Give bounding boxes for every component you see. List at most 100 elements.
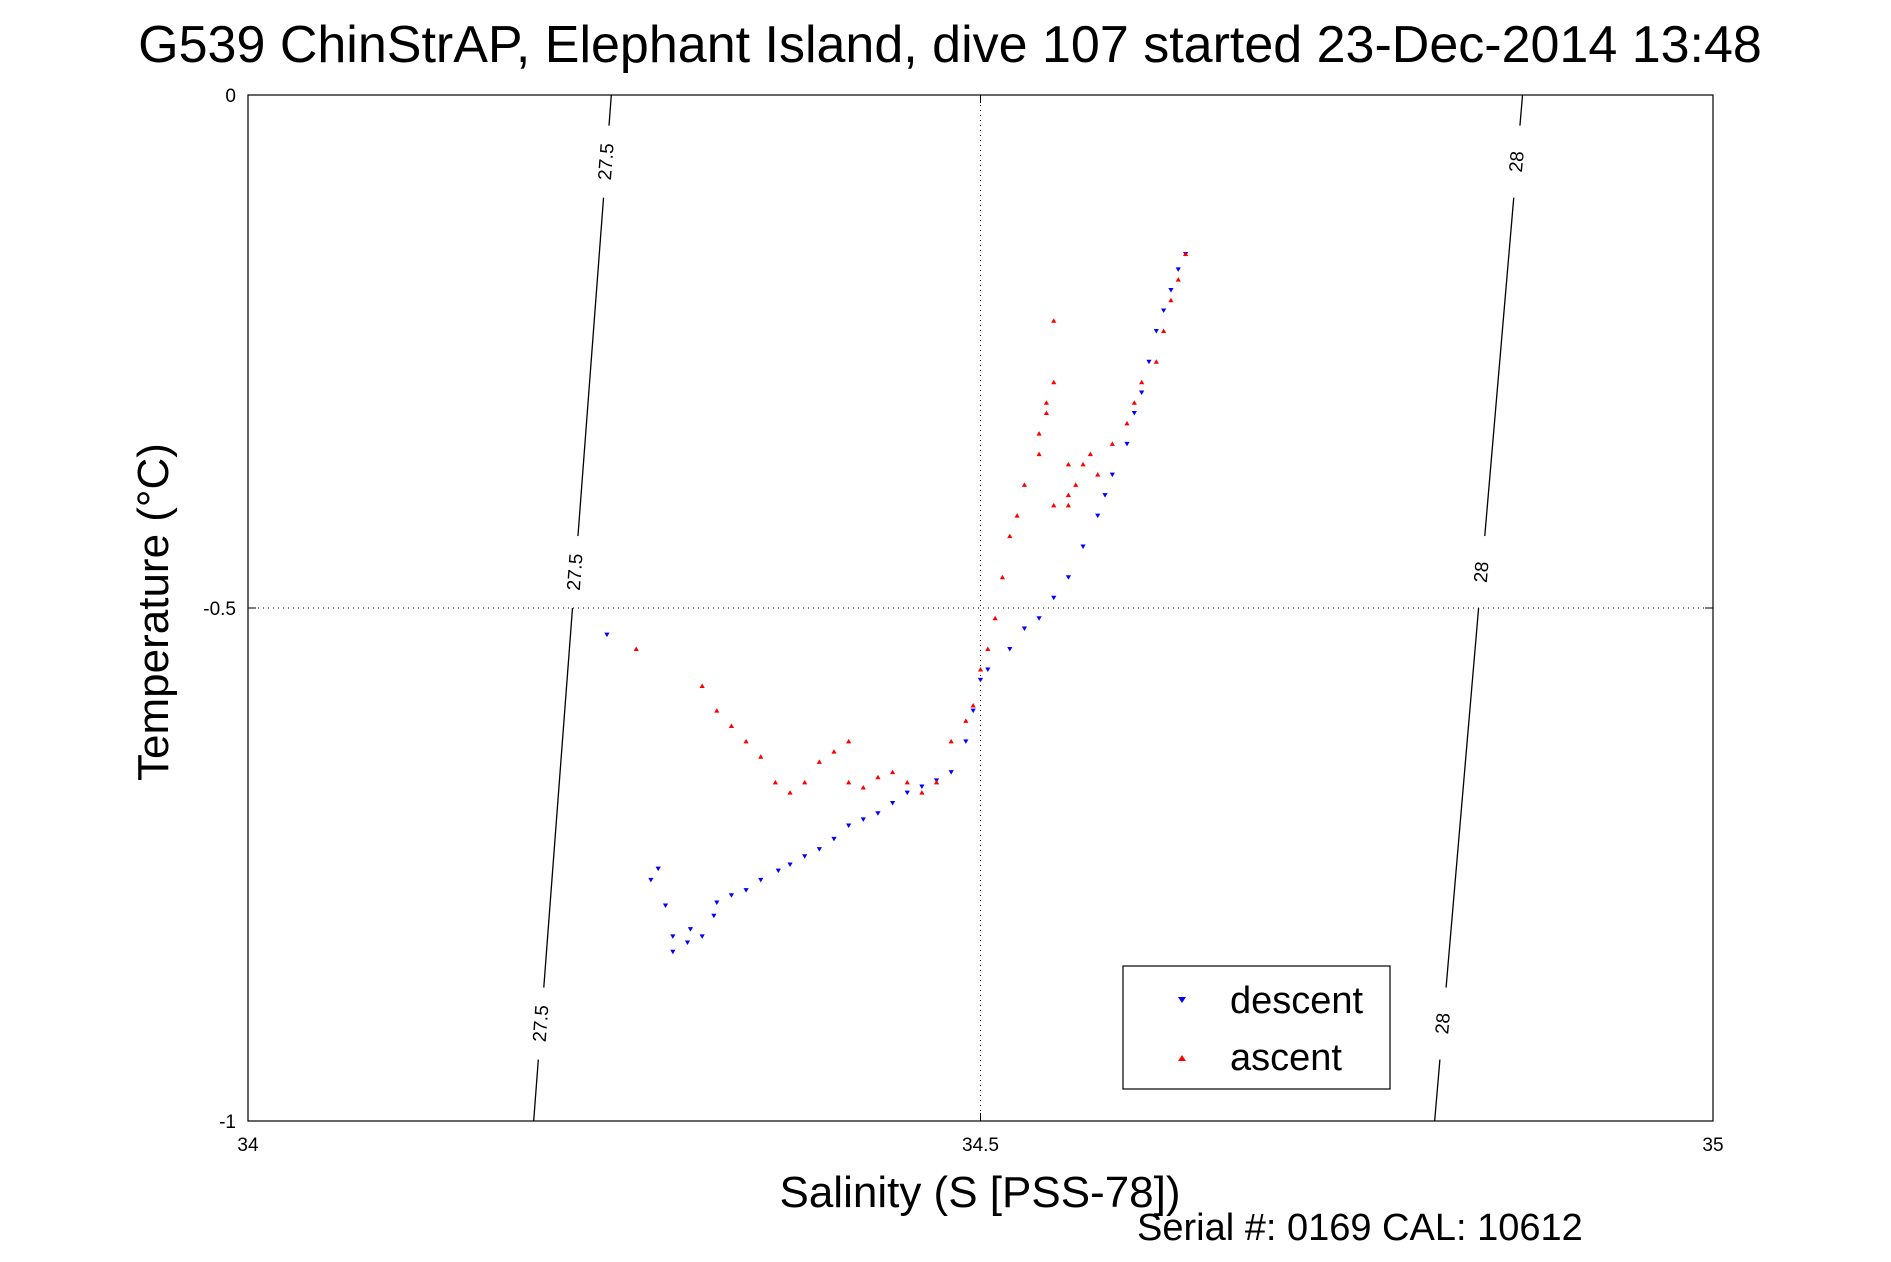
contour-label: 28	[1506, 150, 1529, 173]
descent-point	[1168, 287, 1174, 293]
ascent-point	[1109, 441, 1115, 446]
descent-point	[662, 903, 669, 909]
ascent-point	[875, 774, 881, 780]
ascent-point	[860, 785, 866, 790]
ascent-point	[846, 738, 852, 744]
descent-point	[1109, 472, 1115, 478]
descent-point	[1153, 328, 1159, 334]
ascent-point	[963, 718, 969, 723]
ascent-point	[1065, 492, 1071, 498]
contour-line	[1434, 1059, 1441, 1122]
descent-point	[1080, 544, 1086, 549]
descent-point	[1131, 411, 1137, 416]
ascent-point	[1131, 400, 1137, 405]
contour-line	[533, 1059, 539, 1122]
descent-point	[1102, 493, 1108, 498]
ascent-point	[890, 769, 896, 775]
descent-point	[860, 817, 866, 822]
descent-point	[831, 836, 837, 842]
ascent-point	[1036, 431, 1042, 436]
ascent-point	[1007, 533, 1013, 539]
descent-point	[1036, 616, 1042, 621]
descent-point	[985, 667, 991, 673]
ascent-point	[787, 790, 793, 795]
data-points	[604, 251, 1189, 955]
ascent-point	[1021, 482, 1028, 487]
plot-area: 27.5 27.5 27.5 28 28 28 34 34.5 35 -1 -0.5 0	[203, 86, 1723, 1156]
ascent-point	[970, 702, 976, 708]
ascent-point	[772, 779, 778, 785]
descent-point	[699, 934, 705, 939]
ascent-point	[831, 749, 837, 754]
contour-label: 28	[1471, 561, 1494, 584]
ascent-point	[1065, 461, 1071, 467]
ascent-point	[999, 574, 1006, 580]
grid-lines	[248, 95, 1713, 1121]
descent-point	[684, 940, 691, 945]
descent-point	[1007, 647, 1013, 652]
y-tick-label: -0.5	[203, 599, 236, 620]
descent-point	[787, 862, 793, 867]
contour-label: 27.5	[530, 1004, 554, 1042]
ascent-point	[985, 646, 991, 652]
legend-label-ascent: ascent	[1230, 1037, 1342, 1079]
ascent-point	[1095, 472, 1101, 477]
ascent-point	[1161, 328, 1167, 333]
ascent-point	[1043, 410, 1050, 416]
descent-point	[948, 770, 954, 775]
contour-label: 27.5	[595, 142, 619, 180]
contour-line	[543, 608, 574, 988]
axis-ticks: 34 34.5 35 -1 -0.5 0	[203, 86, 1723, 1156]
ascent-point	[1087, 451, 1093, 457]
ascent-point	[846, 779, 852, 785]
isopycnal-contours: 27.5 27.5 27.5 28 28 28	[530, 94, 1529, 1122]
ascent-point	[1183, 251, 1189, 257]
descent-point	[1051, 595, 1057, 601]
ascent-point	[1139, 379, 1145, 385]
x-tick-label: 34.5	[962, 1135, 999, 1156]
legend-marker-ascent	[1178, 1055, 1186, 1061]
descent-point	[714, 900, 720, 905]
ascent-point	[977, 667, 984, 672]
descent-point	[890, 800, 896, 806]
y-axis-label: Temperature (°C)	[129, 443, 178, 781]
ascent-point	[1051, 502, 1057, 508]
descent-point	[728, 893, 735, 898]
descent-point	[670, 934, 676, 939]
descent-point	[670, 949, 676, 955]
descent-point	[604, 632, 610, 638]
x-tick-label: 35	[1702, 1135, 1723, 1156]
ascent-point	[699, 683, 705, 688]
descent-point	[655, 866, 661, 872]
ascent-point	[1168, 297, 1174, 303]
ascent-point	[714, 708, 720, 713]
ascent-point	[919, 790, 925, 795]
legend-marker-descent	[1178, 997, 1186, 1003]
ascent-point	[802, 779, 808, 785]
descent-point	[648, 877, 654, 883]
ascent-point	[1153, 359, 1159, 364]
serial-cal-label: Serial #: 0169 CAL: 10612	[1137, 1207, 1583, 1249]
legend-label-descent: descent	[1230, 980, 1364, 1022]
ascent-point	[933, 779, 940, 785]
descent-point	[802, 854, 808, 859]
descent-point	[687, 927, 694, 932]
descent-point	[904, 790, 910, 796]
ascent-point	[1073, 482, 1079, 487]
ascent-point	[1080, 461, 1086, 467]
ascent-point	[728, 723, 735, 728]
contour-line	[1484, 197, 1515, 537]
chart-title: G539 ChinStrAP, Elephant Island, dive 10…	[138, 16, 1762, 74]
ascent-point	[992, 615, 998, 621]
descent-point	[775, 868, 781, 874]
ascent-point	[1051, 318, 1057, 323]
descent-point	[970, 708, 976, 714]
descent-point	[1095, 513, 1101, 519]
descent-point	[1021, 626, 1028, 632]
contour-label: 27.5	[564, 553, 588, 591]
ascent-point	[633, 646, 639, 652]
ascent-point	[1065, 502, 1071, 508]
descent-point	[1175, 267, 1181, 272]
descent-point	[1065, 575, 1071, 580]
x-tick-label: 34	[237, 1135, 259, 1156]
